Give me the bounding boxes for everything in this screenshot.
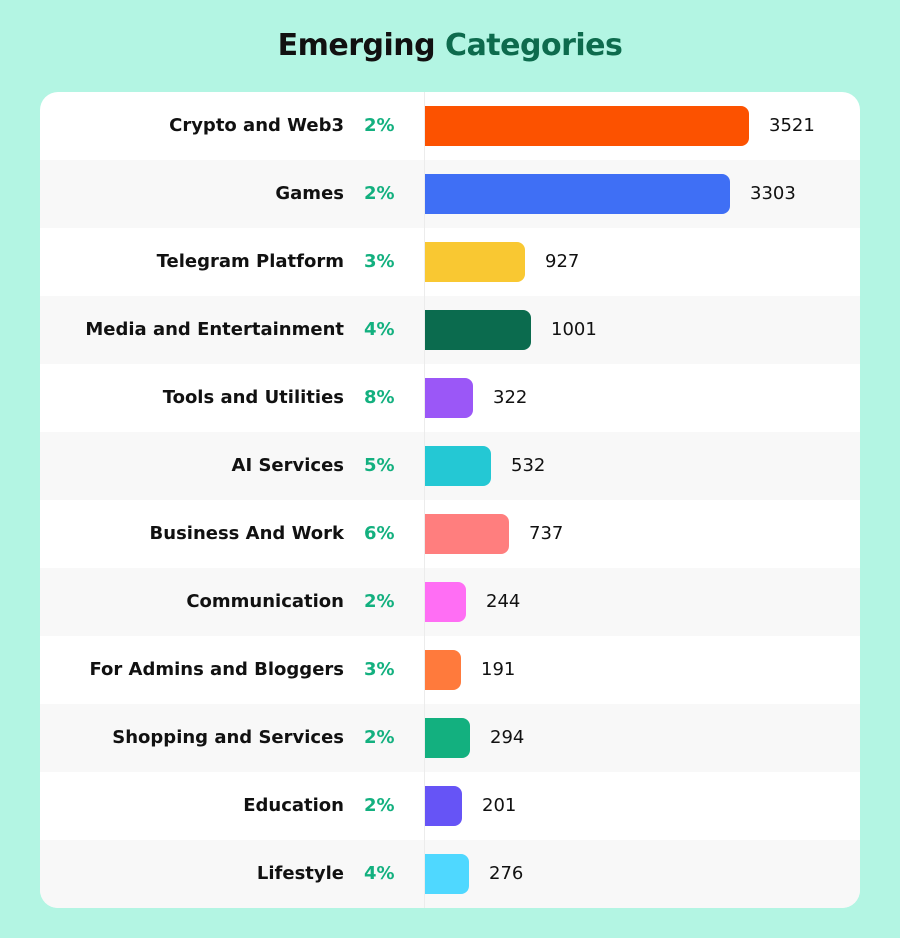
bar bbox=[425, 106, 749, 146]
bar-row: Telegram Platform 3% 927 bbox=[40, 228, 860, 296]
category-label: Lifestyle bbox=[256, 863, 344, 884]
bar-row: Lifestyle 4% 276 bbox=[40, 840, 860, 908]
value-label: 737 bbox=[529, 523, 564, 544]
bar bbox=[425, 242, 525, 282]
value-label: 276 bbox=[489, 863, 524, 884]
title-main: Emerging bbox=[277, 28, 436, 63]
value-label: 3521 bbox=[769, 115, 815, 136]
percent-label: 3% bbox=[364, 251, 395, 272]
bar-row: Tools and Utilities 8% 322 bbox=[40, 364, 860, 432]
percent-label: 4% bbox=[364, 319, 395, 340]
percent-label: 6% bbox=[364, 523, 395, 544]
category-label: Business And Work bbox=[149, 523, 344, 544]
category-label: Media and Entertainment bbox=[85, 319, 344, 340]
category-label: Education bbox=[243, 795, 344, 816]
value-label: 532 bbox=[511, 455, 546, 476]
bar-row: Business And Work 6% 737 bbox=[40, 500, 860, 568]
value-label: 3303 bbox=[750, 183, 796, 204]
category-label: For Admins and Bloggers bbox=[89, 659, 344, 680]
category-label: Games bbox=[275, 183, 344, 204]
percent-label: 8% bbox=[364, 387, 395, 408]
percent-label: 2% bbox=[364, 727, 395, 748]
bar bbox=[425, 174, 730, 214]
bar bbox=[425, 854, 469, 894]
percent-label: 3% bbox=[364, 659, 395, 680]
percent-label: 5% bbox=[364, 455, 395, 476]
value-label: 191 bbox=[481, 659, 516, 680]
percent-label: 2% bbox=[364, 591, 395, 612]
bar bbox=[425, 310, 531, 350]
category-label: AI Services bbox=[231, 455, 344, 476]
bar bbox=[425, 650, 461, 690]
category-label: Communication bbox=[186, 591, 344, 612]
category-label: Telegram Platform bbox=[156, 251, 344, 272]
chart-card: Lifestyle 4% 276 Education 2% 201 Shopping and… bbox=[40, 92, 860, 908]
percent-label: 4% bbox=[364, 863, 395, 884]
category-label: Crypto and Web3 bbox=[169, 115, 344, 136]
axis-divider bbox=[424, 92, 425, 908]
value-label: 322 bbox=[493, 387, 528, 408]
bar bbox=[425, 446, 491, 486]
value-label: 1001 bbox=[551, 319, 597, 340]
bar bbox=[425, 378, 473, 418]
percent-label: 2% bbox=[364, 795, 395, 816]
bar bbox=[425, 514, 509, 554]
value-label: 294 bbox=[490, 727, 525, 748]
bar-row: Games 2% 3303 bbox=[40, 160, 860, 228]
category-label: Tools and Utilities bbox=[162, 387, 344, 408]
value-label: 927 bbox=[545, 251, 580, 272]
bar-row: Education 2% 201 bbox=[40, 772, 860, 840]
chart-title: Emerging Categories bbox=[0, 28, 900, 63]
bar-row: AI Services 5% 532 bbox=[40, 432, 860, 500]
bar-row: For Admins and Bloggers 3% 191 bbox=[40, 636, 860, 704]
percent-label: 2% bbox=[364, 115, 395, 136]
percent-label: 2% bbox=[364, 183, 395, 204]
bar bbox=[425, 718, 470, 758]
bar bbox=[425, 786, 462, 826]
category-label: Shopping and Services bbox=[112, 727, 344, 748]
bar-row: Media and Entertainment 4% 1001 bbox=[40, 296, 860, 364]
value-label: 244 bbox=[486, 591, 521, 612]
bar-row: Crypto and Web3 2% 3521 bbox=[40, 92, 860, 160]
bar-row: Shopping and Services 2% 294 bbox=[40, 704, 860, 772]
bar-row: Communication 2% 244 bbox=[40, 568, 860, 636]
value-label: 201 bbox=[482, 795, 517, 816]
bar bbox=[425, 582, 466, 622]
title-accent: Categories bbox=[445, 28, 623, 63]
